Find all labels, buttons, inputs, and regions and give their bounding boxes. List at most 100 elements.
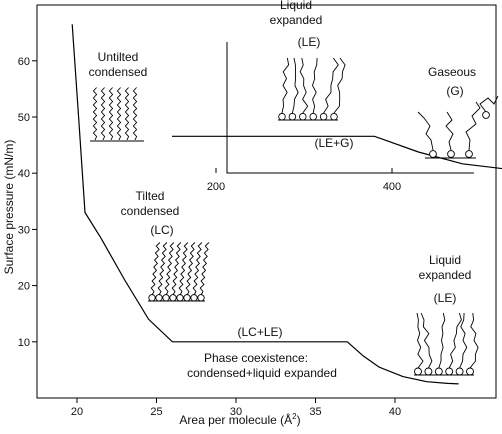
- inset-label-gaseous: Gaseous: [428, 65, 476, 79]
- headgroup: [176, 294, 184, 302]
- headgroup: [190, 294, 198, 302]
- inset-label-le: (LE): [298, 35, 321, 49]
- alkyl-chain: [323, 57, 339, 114]
- alkyl-chain: [116, 87, 122, 141]
- label-untilted-condensed: condensed: [89, 65, 148, 79]
- inset-isotherm-curve: [172, 135, 502, 170]
- headgroup: [155, 294, 163, 302]
- inset-axes: [226, 42, 474, 174]
- plot-frame: [36, 4, 497, 399]
- headgroup: [465, 150, 473, 158]
- y-tick-label: 50: [18, 112, 30, 124]
- headgroup: [330, 112, 338, 121]
- x-axis-ticks: 20 25 30 35 40: [71, 398, 401, 418]
- headgroup: [414, 367, 422, 376]
- alkyl-chain: [465, 101, 481, 151]
- headgroup: [429, 150, 437, 158]
- alkyl-chain: [420, 312, 433, 369]
- y-tick-label: 20: [18, 281, 30, 293]
- alkyl-chain: [108, 87, 114, 141]
- alkyl-chain: [199, 242, 210, 296]
- y-tick-label: 40: [18, 168, 30, 180]
- alkyl-chain: [469, 312, 479, 369]
- headgroup: [169, 294, 177, 302]
- alkyl-chain: [100, 87, 106, 141]
- headgroup: [299, 112, 307, 121]
- label-untilted: Untilted: [98, 50, 139, 64]
- inset-label-liquid-expanded: expanded: [270, 13, 323, 27]
- label-tilted-condensed: condensed: [121, 204, 180, 218]
- untilted-molecules-illustration: [90, 87, 144, 142]
- alkyl-chain: [448, 312, 462, 369]
- headgroup: [148, 294, 156, 302]
- alkyl-chain: [438, 312, 446, 369]
- alkyl-chain: [185, 242, 196, 296]
- label-le: (LE): [434, 291, 457, 305]
- alkyl-chain: [291, 57, 299, 114]
- inset-liquid-expanded-molecules-illustration: [278, 57, 346, 121]
- label-lc-le: (LC+LE): [237, 325, 282, 339]
- tilted-molecules-illustration: [148, 242, 210, 302]
- alkyl-chain: [92, 87, 98, 141]
- label-phase-coexistence-detail: condensed+liquid expanded: [187, 366, 337, 380]
- inset-x-tick-label: 200: [207, 181, 225, 193]
- x-tick-label: 20: [71, 406, 83, 418]
- alkyl-chain: [312, 57, 318, 114]
- alkyl-chain: [333, 57, 346, 114]
- headgroup: [183, 294, 191, 302]
- inset-label-le-g: (LE+G): [314, 136, 353, 150]
- y-axis-label: Surface pressure (mN/m): [2, 140, 16, 275]
- x-tick-label: 30: [230, 406, 242, 418]
- alkyl-chain: [281, 57, 290, 114]
- alkyl-chain: [459, 312, 468, 369]
- y-axis-ticks: 10 20 30 40 50 60: [18, 56, 37, 349]
- liquid-expanded-molecules-illustration: [414, 312, 479, 376]
- headgroup: [424, 367, 433, 376]
- label-phase-coexistence: Phase coexistence:: [204, 351, 308, 365]
- alkyl-chain: [417, 111, 434, 151]
- x-tick-label: 25: [150, 406, 162, 418]
- label-liquid: Liquid: [429, 253, 461, 267]
- headgroup: [278, 112, 286, 121]
- headgroup: [197, 294, 205, 302]
- gaseous-molecules-illustration: [417, 95, 499, 159]
- alkyl-chain: [178, 242, 189, 296]
- alkyl-chain: [299, 57, 309, 114]
- inset-x-axis-ticks: 200 400: [207, 168, 401, 193]
- headgroup: [455, 367, 464, 376]
- headgroup: [447, 150, 455, 158]
- x-tick-label: 40: [389, 406, 401, 418]
- headgroup: [309, 112, 317, 121]
- alkyl-chain: [171, 242, 182, 296]
- y-tick-label: 10: [18, 337, 30, 349]
- alkyl-chain: [192, 242, 203, 296]
- label-liquid-expanded: expanded: [419, 268, 472, 282]
- headgroup: [445, 367, 454, 376]
- headgroup: [319, 112, 328, 121]
- isotherm-curve: [71, 24, 459, 385]
- x-tick-label: 35: [309, 406, 321, 418]
- alkyl-chain: [416, 312, 424, 369]
- y-tick-label: 30: [18, 224, 30, 236]
- inset-axis-lines: [226, 42, 474, 174]
- alkyl-chain: [132, 87, 138, 141]
- main-axes: [36, 4, 497, 399]
- headgroup: [466, 367, 474, 376]
- headgroup: [482, 111, 490, 119]
- y-tick-label: 60: [18, 56, 30, 68]
- alkyl-chain: [445, 111, 454, 151]
- label-lc: (LC): [150, 223, 173, 237]
- label-tilted: Tilted: [136, 189, 165, 203]
- headgroup: [288, 112, 297, 121]
- inset-label-g: (G): [446, 84, 463, 98]
- alkyl-chain: [164, 242, 175, 296]
- inset-x-tick-label: 400: [383, 181, 401, 193]
- x-axis-label: Area per molecule (Å2): [179, 412, 300, 427]
- headgroup: [162, 294, 170, 302]
- free-chain: [479, 95, 499, 113]
- inset-label-liquid: Liquid: [280, 0, 312, 12]
- alkyl-chain: [150, 242, 161, 296]
- alkyl-chain: [157, 242, 168, 296]
- alkyl-chain: [124, 87, 130, 141]
